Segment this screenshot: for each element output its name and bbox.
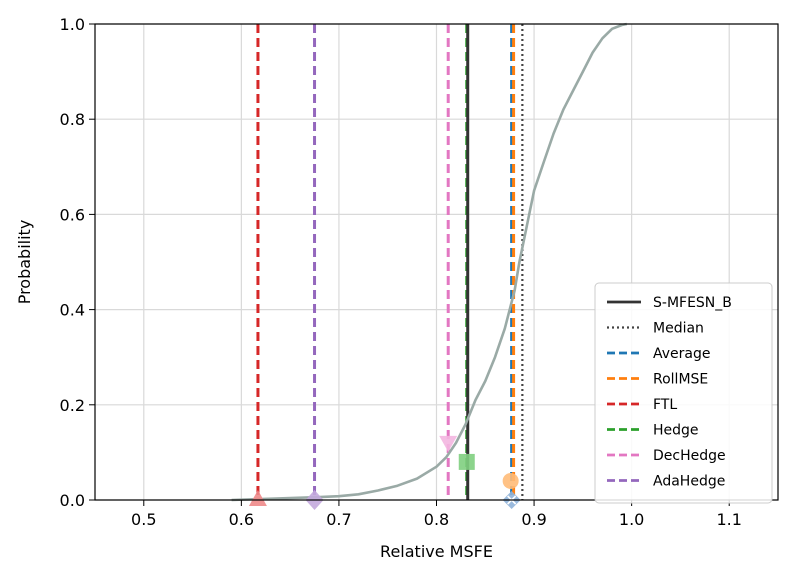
- marker-dechedge: [439, 435, 458, 452]
- x-tick-label: 1.1: [716, 510, 741, 529]
- legend-label-rollmse: RollMSE: [653, 372, 708, 388]
- legend-label-dechedge: DecHedge: [653, 448, 726, 464]
- x-tick-label: 0.9: [521, 510, 546, 529]
- vertical-reference-lines: [256, 24, 524, 500]
- y-tick-label: 0.4: [60, 301, 85, 320]
- legend-label-median: Median: [653, 321, 704, 337]
- x-tick-label: 0.5: [131, 510, 156, 529]
- y-tick-label: 0.2: [60, 396, 85, 415]
- legend-label-s-mfesn-b: S-MFESN_B: [653, 295, 732, 311]
- legend-label-hedge: Hedge: [653, 423, 699, 439]
- cdf-curve-group: [231, 22, 628, 502]
- marker-rollmse: [502, 472, 519, 489]
- y-axis-ticks: 0.0 0.2 0.4 0.6 0.8 1.0: [60, 15, 95, 510]
- x-tick-label: 0.8: [424, 510, 449, 529]
- cdf-curve: [231, 22, 628, 502]
- y-axis-label: Probability: [15, 220, 34, 305]
- x-axis-ticks: 0.5 0.6 0.7 0.8 0.9 1.0 1.1: [131, 500, 742, 529]
- marker-hedge: [458, 453, 475, 470]
- legend-label-ftl: FTL: [653, 397, 677, 413]
- y-tick-label: 0.0: [60, 491, 85, 510]
- y-tick-label: 0.6: [60, 205, 85, 224]
- legend: S-MFESN_B Median Average RollMSE FTL Hedge Dec…: [594, 282, 773, 504]
- x-tick-label: 0.7: [326, 510, 351, 529]
- legend-label-adahedge: AdaHedge: [653, 474, 725, 490]
- legend-label-average: Average: [653, 346, 711, 362]
- x-tick-label: 1.0: [619, 510, 644, 529]
- x-axis-label: Relative MSFE: [380, 542, 493, 561]
- x-tick-label: 0.6: [229, 510, 254, 529]
- y-tick-label: 1.0: [60, 15, 85, 34]
- y-tick-label: 0.8: [60, 110, 85, 129]
- legend-box: [594, 282, 773, 504]
- marker-ftl: [248, 490, 267, 506]
